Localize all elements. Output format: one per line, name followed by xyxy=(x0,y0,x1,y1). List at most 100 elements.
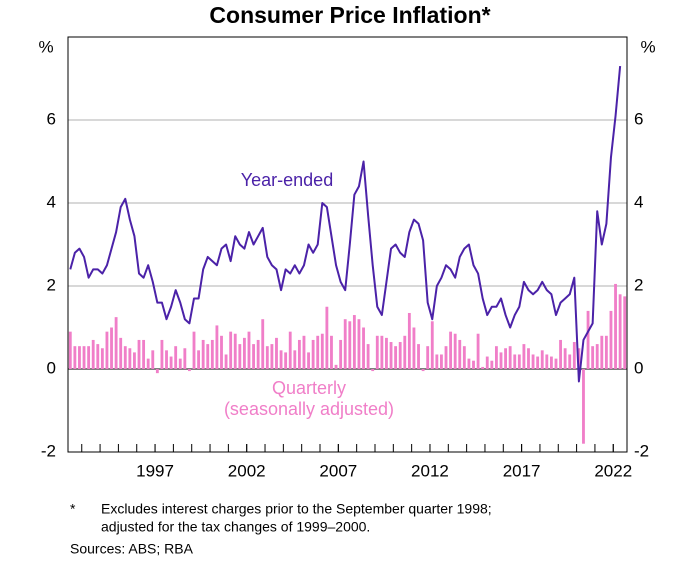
bar xyxy=(119,337,123,369)
bar xyxy=(522,344,526,369)
bar xyxy=(215,325,219,369)
bar xyxy=(403,335,407,369)
x-tick-label: 2022 xyxy=(594,461,632,480)
bar xyxy=(210,339,214,369)
sources: Sources: ABS; RBA xyxy=(70,541,194,557)
y-tick-label: -2 xyxy=(41,441,56,460)
bar xyxy=(426,346,430,369)
bar xyxy=(362,327,365,369)
bar xyxy=(265,346,269,369)
bar xyxy=(407,312,411,369)
bar xyxy=(165,350,168,369)
bar xyxy=(178,358,182,369)
bar xyxy=(123,346,127,369)
bar xyxy=(371,369,375,372)
bar xyxy=(87,346,91,369)
bar xyxy=(348,321,352,369)
bar xyxy=(78,346,81,369)
y-unit-right: % xyxy=(640,37,655,56)
bar xyxy=(595,344,599,369)
footnote-text: Excludes interest charges prior to the S… xyxy=(101,501,492,517)
bar xyxy=(591,346,595,369)
bar xyxy=(499,352,503,369)
bar xyxy=(380,335,384,369)
bar xyxy=(508,346,512,369)
bar xyxy=(435,354,439,369)
bar xyxy=(458,339,462,369)
bar xyxy=(110,327,113,369)
bar xyxy=(146,358,150,369)
bar xyxy=(462,346,466,369)
bar xyxy=(398,342,402,369)
bar xyxy=(188,369,191,372)
chart-title: Consumer Price Inflation* xyxy=(209,2,490,28)
bar xyxy=(604,335,608,369)
bar xyxy=(297,339,301,369)
bar xyxy=(197,350,201,369)
bar xyxy=(385,337,388,369)
bar xyxy=(169,356,173,369)
bar xyxy=(586,310,590,369)
bar xyxy=(494,346,498,369)
bar xyxy=(160,339,164,369)
bar xyxy=(366,344,370,369)
bar xyxy=(82,346,86,369)
bar xyxy=(316,335,320,369)
bar xyxy=(68,331,72,369)
bar xyxy=(307,352,310,369)
bar xyxy=(394,346,398,369)
bar xyxy=(572,342,576,369)
bar xyxy=(174,346,178,369)
bar xyxy=(504,348,507,369)
bar xyxy=(559,339,562,369)
bar xyxy=(549,356,553,369)
y-tick-label-right: 0 xyxy=(634,358,643,377)
bar xyxy=(137,339,141,369)
bar xyxy=(73,346,77,369)
bar xyxy=(311,339,315,369)
bar xyxy=(142,339,146,369)
bar xyxy=(270,344,274,369)
bar xyxy=(320,333,324,369)
bar xyxy=(247,331,251,369)
bar xyxy=(279,350,283,369)
bar xyxy=(389,342,393,369)
bar xyxy=(600,335,604,369)
bar xyxy=(242,337,246,369)
bar xyxy=(293,350,297,369)
bar xyxy=(582,369,585,444)
bar xyxy=(417,344,420,369)
bar xyxy=(623,296,627,369)
y-tick-label: 6 xyxy=(47,109,56,128)
bar xyxy=(577,348,581,369)
bar xyxy=(206,344,210,369)
bar xyxy=(485,356,489,369)
x-tick-label: 1997 xyxy=(136,461,174,480)
bar xyxy=(421,369,425,372)
bar xyxy=(339,339,343,369)
bar xyxy=(375,335,379,369)
bar xyxy=(517,354,521,369)
x-tick-label: 2007 xyxy=(319,461,357,480)
bar xyxy=(540,350,544,369)
bar xyxy=(476,333,480,369)
bar xyxy=(302,335,306,369)
x-tick-label: 2017 xyxy=(503,461,541,480)
y-tick-label-right: 2 xyxy=(634,275,643,294)
bar xyxy=(467,358,471,369)
bar xyxy=(440,354,443,369)
bar xyxy=(96,344,100,369)
bar xyxy=(220,335,223,369)
bar xyxy=(430,321,434,369)
bar xyxy=(252,344,255,369)
bar xyxy=(490,360,494,369)
bar xyxy=(325,306,329,369)
bar xyxy=(183,348,187,369)
bar xyxy=(472,360,475,369)
bar xyxy=(288,331,292,369)
bar xyxy=(568,354,572,369)
bar xyxy=(256,339,260,369)
bar xyxy=(100,348,104,369)
x-tick-label: 2012 xyxy=(411,461,449,480)
y-tick-label-right: 4 xyxy=(634,192,643,211)
